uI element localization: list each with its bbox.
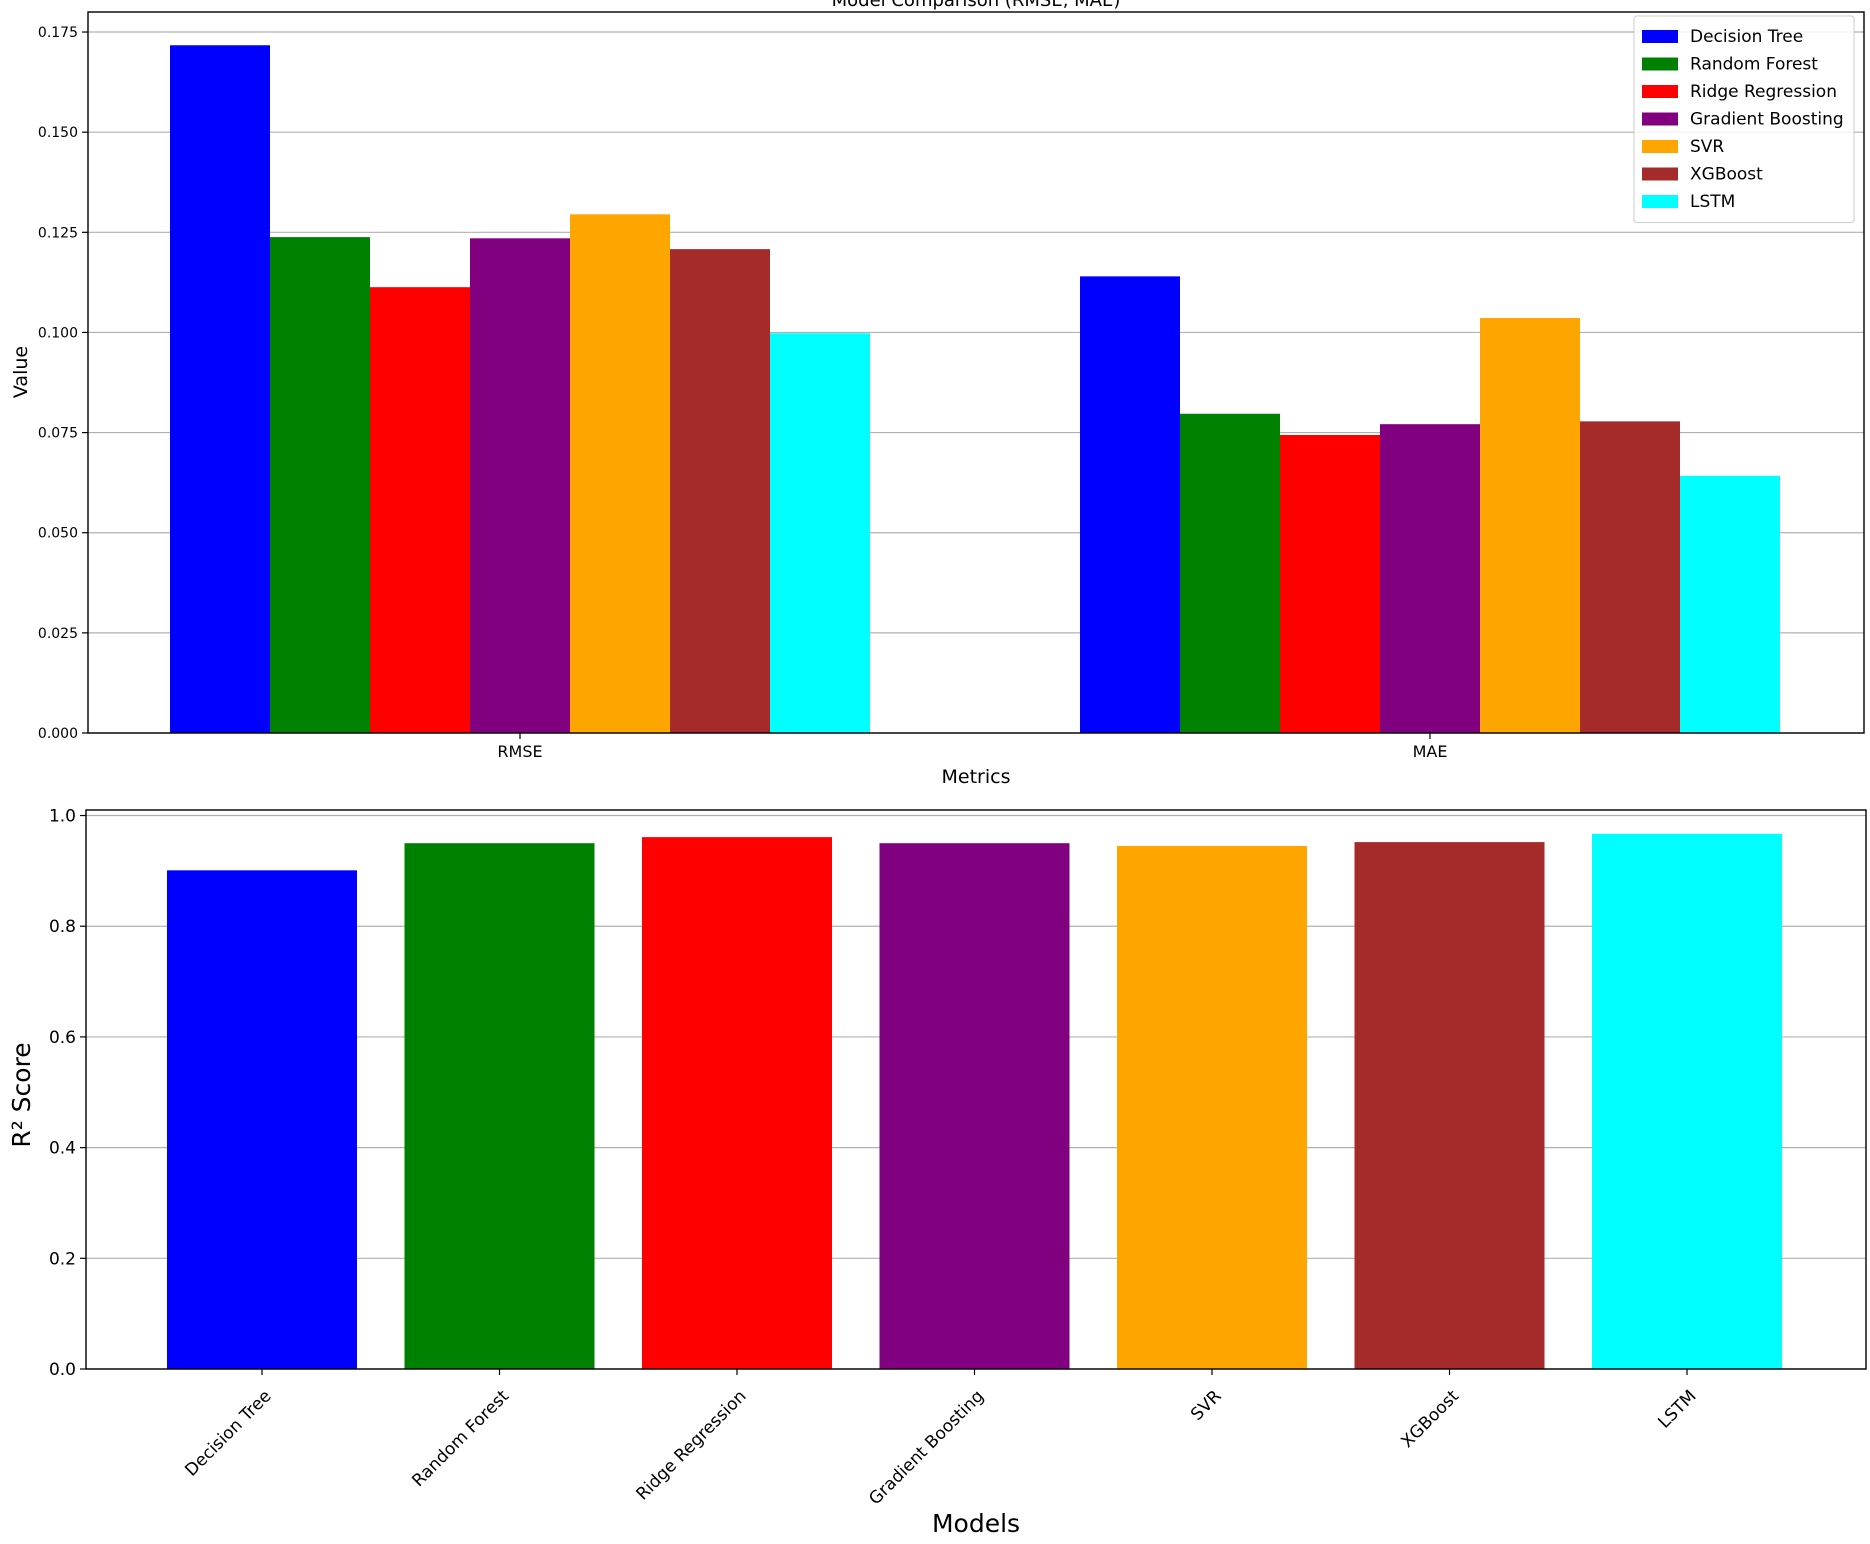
bar-ridge-regression-rmse [370,287,470,733]
chart-bottom: 0.0 0.2 0.4 0.6 0.8 1.0 Decision Tree Random Fo… [7,807,1867,1538]
bar-ridge-regression-mae [1280,434,1380,733]
legend-swatch [1642,57,1678,71]
legend-swatch [1642,30,1678,43]
plot-frame [85,809,1867,1370]
x-tick-label: RMSE [497,742,542,761]
y-tick-label: 0.6 [49,1028,76,1048]
bar-svr [1117,845,1307,1369]
legend-label: Gradient Boosting [1690,110,1844,130]
bar-random-forest [404,843,595,1369]
x-tick-label: SVR [1187,1386,1225,1424]
y-tick-label: 0.050 [38,526,78,542]
bar-random-forest-rmse [270,237,370,733]
legend-swatch [1642,195,1678,208]
chart-title: Model Comparison (RMSE, MAE) [832,0,1121,11]
y-tick-label: 0.175 [38,25,78,41]
legend-swatch [1642,112,1678,126]
bar-decision-tree-rmse [170,45,270,734]
y-tick-label: 0.8 [49,917,76,937]
bar-xgboost-mae [1580,421,1680,733]
legend-label: LSTM [1690,192,1735,212]
y-axis-label: Value [10,346,32,398]
chart-top: Model Comparison (RMSE, MAE) 0.000 0.025 0.… [10,0,1865,788]
y-tick-label: 0.000 [38,726,78,742]
legend-label: Ridge Regression [1690,82,1837,102]
legend: Decision Tree Random Forest Ridge Regressi… [1633,15,1855,223]
y-tick-label: 0.100 [38,325,78,341]
legend-swatch [1642,140,1678,153]
x-tick-label: Random Forest [408,1386,513,1491]
legend-swatch [1642,85,1678,98]
bar-random-forest-mae [1180,413,1280,733]
bar-gradient-boosting [879,843,1070,1369]
y-tick-label: 1.0 [49,807,76,827]
x-tick-label: XGBoost [1397,1386,1463,1452]
bar-svr-rmse [570,214,670,734]
x-tick-label: MAE [1413,742,1448,761]
x-tick-label: Decision Tree [181,1386,275,1480]
bar-xgboost-rmse [670,249,770,733]
legend-box [1633,15,1855,223]
bar-decision-tree-mae [1080,276,1180,733]
y-tick-label: 0.2 [49,1249,76,1269]
legend-swatch [1642,167,1678,181]
y-tick-label: 0.125 [38,225,78,241]
bar-xgboost [1354,842,1545,1369]
x-axis-label: Models [932,1509,1020,1538]
plot-frame [87,11,1865,734]
bar-lstm-rmse [770,333,870,733]
y-tick-label: 0.4 [49,1139,76,1159]
legend-label: XGBoost [1690,165,1763,185]
y-tick-label: 0.0 [49,1360,76,1380]
x-tick-label: LSTM [1654,1386,1700,1432]
bar-lstm [1592,833,1782,1369]
bar-gradient-boosting-mae [1380,424,1480,733]
y-tick-label: 0.150 [38,125,78,141]
x-tick-label: Ridge Regression [632,1386,750,1504]
y-tick-label: 0.025 [38,626,78,642]
legend-label: SVR [1690,137,1724,157]
bar-decision-tree [167,870,357,1369]
bar-ridge-regression [642,837,832,1369]
bar-lstm-mae [1680,475,1780,733]
x-tick-label: Gradient Boosting [865,1386,988,1509]
y-axis-label: R² Score [7,1042,36,1147]
y-tick-label: 0.075 [38,426,78,442]
x-axis-label: Metrics [942,766,1011,788]
bar-svr-mae [1480,318,1580,733]
bar-gradient-boosting-rmse [470,238,570,733]
legend-label: Decision Tree [1690,27,1803,47]
legend-label: Random Forest [1690,55,1818,75]
